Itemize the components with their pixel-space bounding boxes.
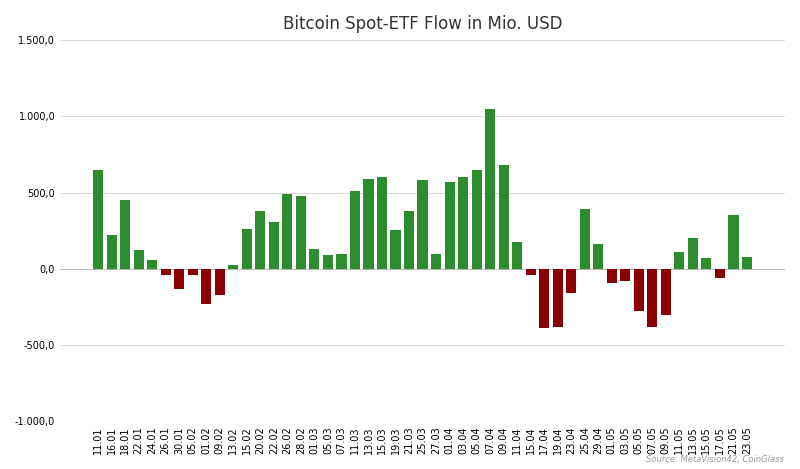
- Bar: [594, 244, 603, 269]
- Bar: [471, 170, 482, 269]
- Bar: [242, 229, 252, 269]
- Bar: [214, 269, 225, 295]
- Bar: [106, 235, 117, 269]
- Bar: [269, 221, 279, 269]
- Bar: [120, 200, 130, 269]
- Bar: [566, 269, 576, 293]
- Bar: [458, 177, 468, 269]
- Bar: [282, 194, 293, 269]
- Bar: [445, 182, 454, 269]
- Bar: [296, 196, 306, 269]
- Bar: [336, 254, 346, 269]
- Bar: [661, 269, 671, 315]
- Bar: [134, 250, 144, 269]
- Bar: [202, 269, 211, 304]
- Bar: [255, 211, 266, 269]
- Bar: [715, 269, 725, 278]
- Bar: [688, 237, 698, 269]
- Bar: [539, 269, 550, 328]
- Bar: [390, 230, 401, 269]
- Bar: [228, 265, 238, 269]
- Bar: [634, 269, 644, 311]
- Bar: [310, 249, 319, 269]
- Bar: [147, 260, 158, 269]
- Bar: [188, 269, 198, 275]
- Bar: [93, 170, 103, 269]
- Bar: [553, 269, 563, 327]
- Bar: [674, 252, 685, 269]
- Bar: [404, 211, 414, 269]
- Bar: [431, 254, 441, 269]
- Bar: [323, 255, 333, 269]
- Bar: [526, 269, 536, 275]
- Bar: [620, 269, 630, 281]
- Bar: [377, 177, 387, 269]
- Bar: [498, 165, 509, 269]
- Bar: [702, 258, 711, 269]
- Bar: [350, 191, 360, 269]
- Bar: [418, 181, 428, 269]
- Bar: [512, 242, 522, 269]
- Bar: [580, 209, 590, 269]
- Text: Source: MetaVision42, CoinGlass: Source: MetaVision42, CoinGlass: [646, 455, 784, 464]
- Bar: [161, 269, 170, 275]
- Bar: [485, 109, 495, 269]
- Title: Bitcoin Spot-ETF Flow in Mio. USD: Bitcoin Spot-ETF Flow in Mio. USD: [283, 15, 562, 33]
- Bar: [728, 215, 738, 269]
- Bar: [742, 257, 752, 269]
- Bar: [606, 269, 617, 283]
- Bar: [174, 269, 184, 288]
- Bar: [363, 179, 374, 269]
- Bar: [647, 269, 658, 327]
